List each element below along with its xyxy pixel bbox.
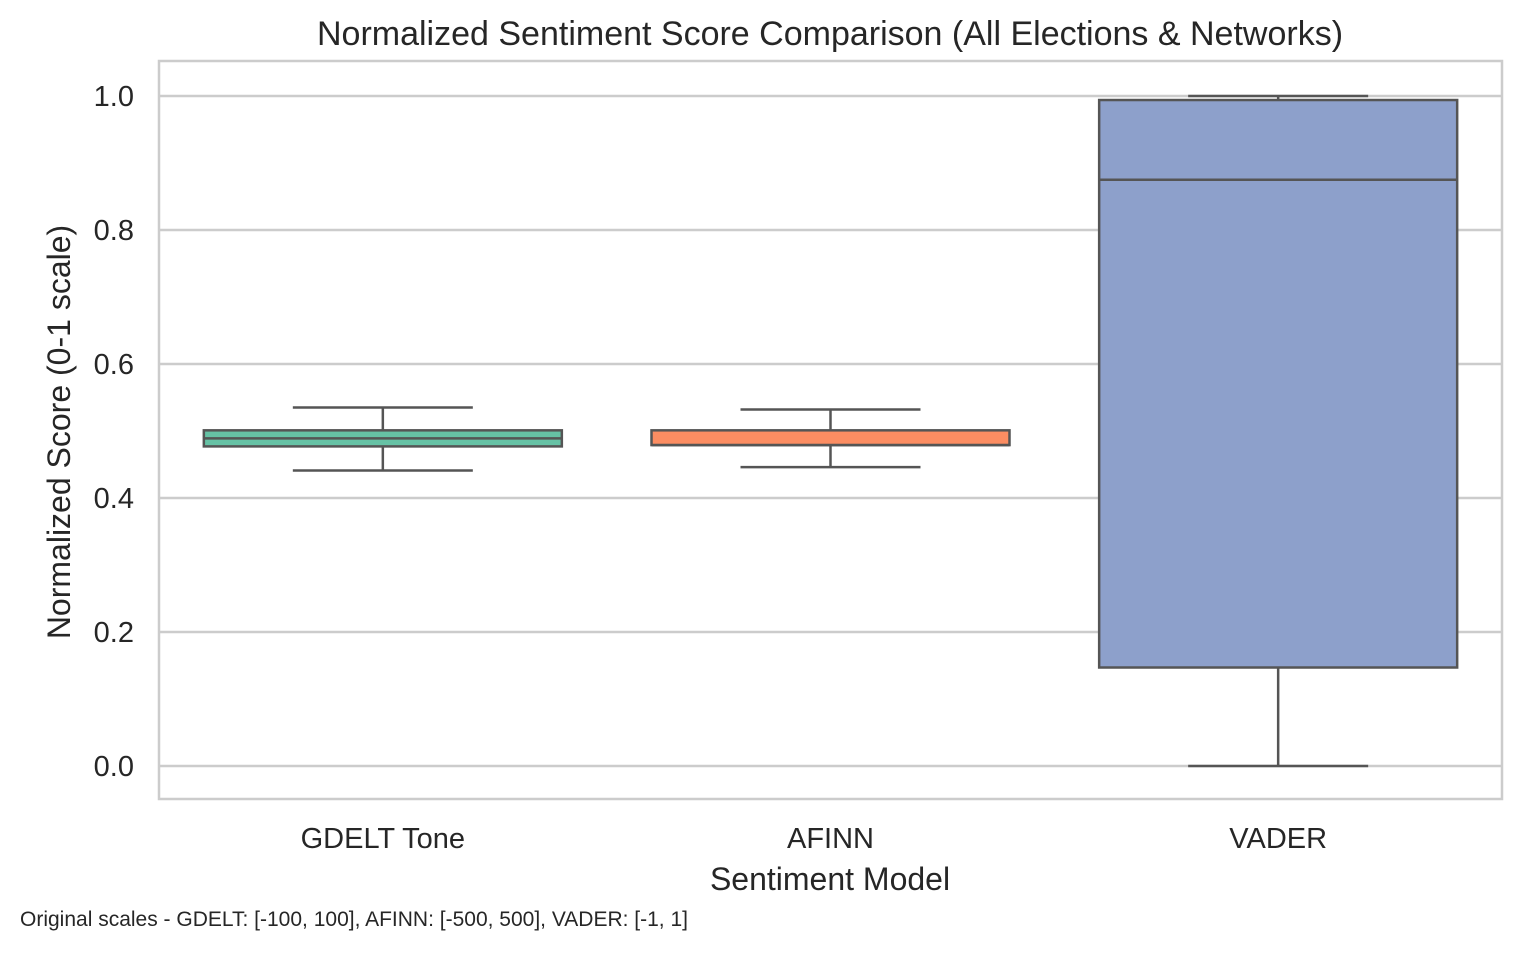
x-tick-label: VADER <box>1229 823 1327 855</box>
footnote: Original scales - GDELT: [-100, 100], AF… <box>20 908 688 931</box>
y-tick-label: 0.6 <box>94 349 134 381</box>
y-tick-label: 0.2 <box>94 617 134 649</box>
chart-title: Normalized Sentiment Score Comparison (A… <box>317 15 1343 53</box>
box-iqr <box>1097 98 1459 669</box>
y-tick-label: 0.8 <box>94 215 134 247</box>
y-tick-label: 0.0 <box>94 751 134 783</box>
y-axis-label: Normalized Score (0-1 scale) <box>41 225 77 639</box>
x-tick-label: GDELT Tone <box>301 823 465 855</box>
y-tick-label: 0.4 <box>94 483 134 515</box>
x-tick-labels: GDELT Tone AFINN VADER <box>301 823 1327 855</box>
y-tick-label: 1.0 <box>94 81 134 113</box>
y-tick-labels: 0.0 0.2 0.4 0.6 0.8 1.0 <box>94 81 134 783</box>
plot-frame <box>157 59 1504 801</box>
box-group <box>650 408 1011 469</box>
box-iqr <box>650 429 1011 447</box>
box-series <box>202 94 1459 768</box>
box-group <box>202 406 564 472</box>
x-tick-label: AFINN <box>787 823 874 855</box>
box-group <box>1097 94 1459 768</box>
x-axis-label: Sentiment Model <box>710 861 950 897</box>
